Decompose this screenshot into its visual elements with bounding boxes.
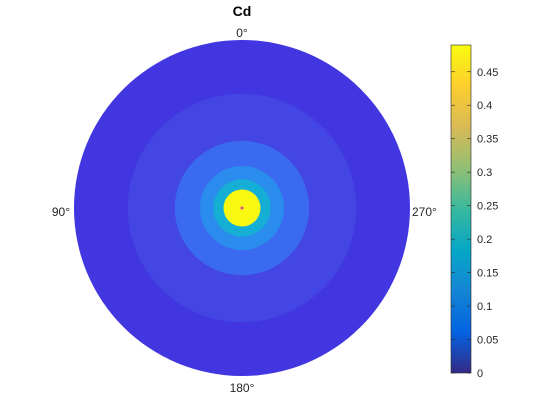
- colorbar-tick-label: 0: [477, 368, 483, 380]
- angle-label-90: 90°: [52, 205, 70, 219]
- colorbar-tick-label: 0.15: [477, 268, 498, 280]
- angle-label-270: 270°: [412, 205, 437, 219]
- angle-label-0: 0°: [236, 26, 248, 40]
- colorbar-ticks: 0 0.05 0.1 0.15 0.2 0.25 0.3 0.35 0.4 0.45: [451, 67, 498, 380]
- colorbar-tick-label: 0.05: [477, 335, 498, 347]
- colorbar-tick-label: 0.4: [477, 100, 492, 112]
- colorbar-tick-label: 0.45: [477, 67, 498, 79]
- colorbar-tick-label: 0.25: [477, 201, 498, 213]
- angle-label-180: 180°: [230, 381, 255, 395]
- colorbar-tick-label: 0.2: [477, 234, 492, 246]
- colorbar-tick-label: 0.3: [477, 167, 492, 179]
- chart-title: Cd: [233, 3, 252, 19]
- origin-marker: [240, 206, 244, 210]
- colorbar-tick-label: 0.35: [477, 134, 498, 146]
- colorbar-tick-label: 0.1: [477, 301, 492, 313]
- colorbar: [450, 44, 472, 374]
